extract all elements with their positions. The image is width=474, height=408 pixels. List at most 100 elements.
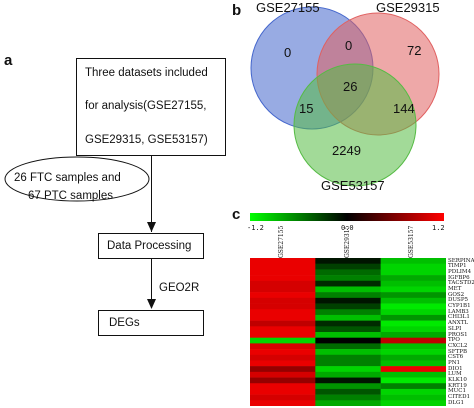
heatmap-gene-label: MET xyxy=(448,286,462,292)
heatmap-cell xyxy=(380,297,446,304)
venn-count-29315-53157: 144 xyxy=(393,101,415,116)
venn-count-27155-53157: 15 xyxy=(299,101,314,116)
heatmap-cell xyxy=(315,320,381,327)
scale-max-label: 1.2 xyxy=(432,224,445,232)
heatmap-gene-label: DUSP5 xyxy=(448,297,469,304)
heatmap-gene-label: TPO xyxy=(448,337,460,344)
heatmap-cell xyxy=(250,297,316,304)
heatmap-cell xyxy=(380,366,446,373)
heatmap-cell xyxy=(250,258,316,264)
heatmap-cell xyxy=(380,394,446,401)
heatmap-cell xyxy=(250,303,316,310)
panel-label-a: a xyxy=(4,52,13,69)
venn-set-label-gse29315: GSE29315 xyxy=(376,0,440,15)
connector-line xyxy=(151,156,152,232)
heatmap-cell xyxy=(315,292,381,299)
heatmap-cell xyxy=(315,337,381,344)
heatmap-cell xyxy=(380,309,446,316)
heatmap-cell xyxy=(315,332,381,338)
heatmap-gene-label: TIMP1 xyxy=(448,263,467,270)
heatmap-cell xyxy=(380,292,446,299)
heatmap-cell xyxy=(250,320,316,327)
heatmap-cell xyxy=(380,332,446,338)
connector-line-2 xyxy=(151,259,152,307)
heatmap-cell xyxy=(380,383,446,390)
heatmap-column-label-2: GSE29315 xyxy=(344,225,351,258)
ellipse-line-1: 26 FTC samples and xyxy=(14,172,121,184)
heatmap-cell xyxy=(380,280,446,287)
heatmap-cell xyxy=(315,377,381,384)
heatmap-gene-label: PN1 xyxy=(448,360,461,366)
heatmap-column-label-3: GSE53157 xyxy=(408,225,415,258)
heatmap-cell xyxy=(315,263,381,270)
heatmap-cell xyxy=(380,354,446,361)
heatmap-cell xyxy=(380,388,446,395)
heatmap-cell xyxy=(250,314,316,321)
venn-count-only-53157: 2249 xyxy=(332,143,361,158)
heatmap-cell xyxy=(315,309,381,316)
heatmap-gene-label: CST6 xyxy=(448,354,464,361)
heatmap-cell xyxy=(250,377,316,384)
datasets-box: Three datasets included for analysis(GSE… xyxy=(76,58,226,156)
heatmap-cell xyxy=(380,326,446,333)
heatmap-gene-label: MUC1 xyxy=(448,388,466,395)
heatmap-cell xyxy=(250,263,316,270)
heatmap-cell xyxy=(250,400,316,406)
heatmap-cell xyxy=(250,360,316,367)
degs-label: DEGs xyxy=(109,317,140,329)
scale-mid-label: 0.0 xyxy=(341,224,354,232)
heatmap-gene-label: SERPINA1 xyxy=(448,257,474,264)
panel-label-b: b xyxy=(232,2,242,19)
heatmap-cell xyxy=(250,286,316,293)
heatmap-cell xyxy=(380,371,446,378)
heatmap-gene-label: DLG1 xyxy=(448,399,464,406)
heatmap-cell xyxy=(250,366,316,373)
heatmap-cell xyxy=(380,286,446,293)
heatmap-cell xyxy=(315,303,381,310)
venn-set-label-gse53157: GSE53157 xyxy=(321,178,385,193)
heatmap-gene-label: LAMB3 xyxy=(448,308,469,315)
geo2r-label: GEO2R xyxy=(159,282,200,294)
heatmap-cell xyxy=(315,269,381,276)
datasets-line-1: Three datasets included xyxy=(85,67,208,79)
heatmap-cell xyxy=(380,320,446,327)
heatmap-cell xyxy=(315,343,381,350)
venn-count-only-27155: 0 xyxy=(284,45,292,60)
heatmap-cell xyxy=(250,383,316,390)
heatmap-cell xyxy=(250,309,316,316)
heatmap-gene-label: KLK10 xyxy=(448,377,467,383)
heatmap-cell xyxy=(250,349,316,356)
heatmap-gene-label: SLPI xyxy=(448,325,462,332)
heatmap-cell xyxy=(380,360,446,367)
heatmap-cell xyxy=(380,275,446,282)
heatmap-gene-label: ANXTL xyxy=(448,320,469,327)
heatmap-gene-label: CHI3L1 xyxy=(448,314,470,321)
heatmap-gene-label: CXCL2 xyxy=(448,342,468,349)
heatmap-cell xyxy=(250,269,316,276)
heatmap-cell xyxy=(380,303,446,310)
ellipse-line-2: 67 PTC samples xyxy=(28,190,114,202)
processing-label: Data Processing xyxy=(107,240,192,252)
heatmap-gene-label: CITED1 xyxy=(448,394,470,401)
heatmap-cell xyxy=(250,280,316,287)
heatmap-cell xyxy=(315,280,381,287)
heatmap-cell xyxy=(315,286,381,293)
heatmap-cell xyxy=(315,400,381,406)
heatmap-gene-label: LUM xyxy=(448,371,462,378)
heatmap-cell xyxy=(315,360,381,367)
heatmap-gene-label: GOS2 xyxy=(448,291,465,298)
heatmap-cell xyxy=(315,297,381,304)
datasets-line-3: GSE29315, GSE53157) xyxy=(85,134,208,146)
heatmap-cell xyxy=(315,349,381,356)
degs-box: DEGs xyxy=(98,310,204,336)
heatmap-cell xyxy=(315,326,381,333)
heatmap-cell xyxy=(380,258,446,264)
heatmap-cell xyxy=(250,371,316,378)
arrow-to-processing xyxy=(147,222,156,232)
heatmap-cell xyxy=(380,349,446,356)
venn-count-27155-29315: 0 xyxy=(345,38,353,53)
sample-ellipse xyxy=(4,156,150,202)
heatmap-cell xyxy=(315,366,381,373)
datasets-line-2: for analysis(GSE27155, xyxy=(85,100,207,112)
heatmap-cell xyxy=(250,326,316,333)
